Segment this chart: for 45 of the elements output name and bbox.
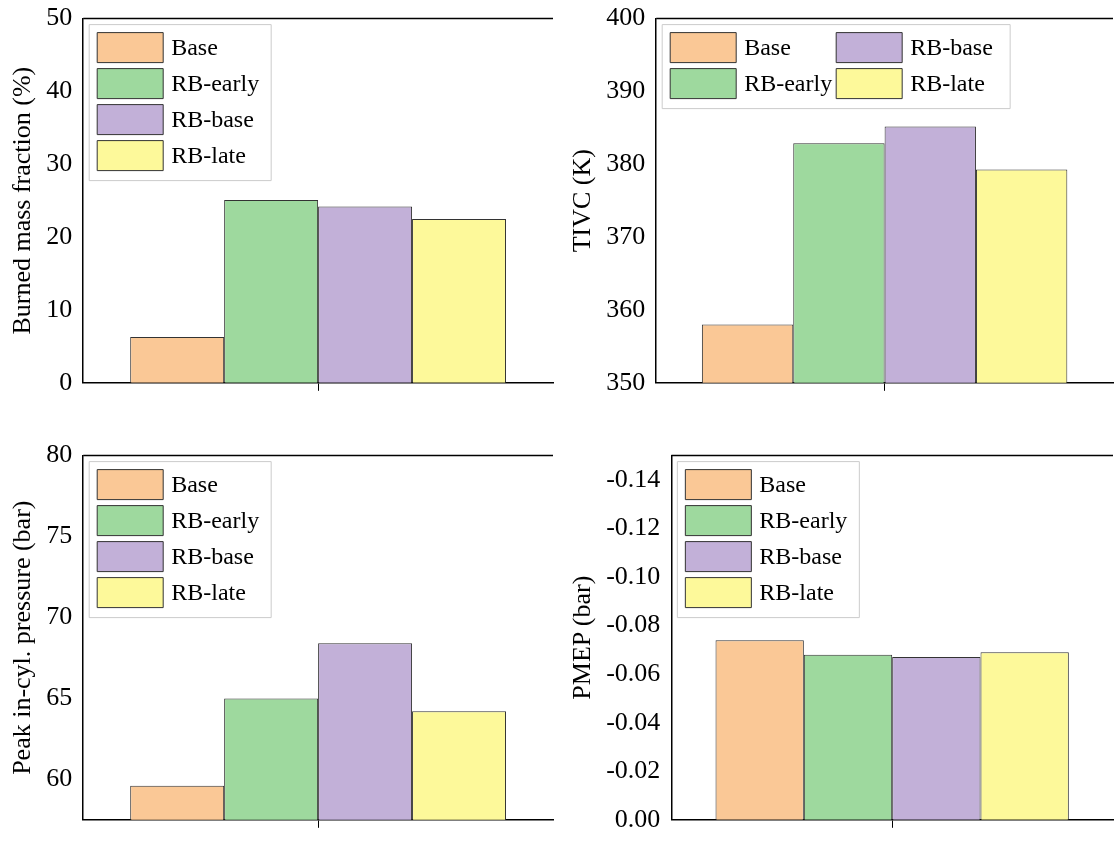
- legend-label: RB-early: [171, 69, 260, 96]
- legend-label: RB-late: [171, 578, 246, 605]
- y-tick-label: -0.04: [606, 706, 661, 736]
- y-tick-label: 0: [59, 366, 73, 396]
- y-tick-label: -0.08: [606, 609, 661, 639]
- y-tick-label: 50: [46, 2, 73, 32]
- y-axis-title: Peak in-cyl. pressure (bar): [7, 500, 37, 775]
- y-tick-label: 390: [606, 75, 646, 105]
- legend-label: Base: [759, 470, 807, 497]
- legend-label: RB-early: [759, 506, 848, 533]
- legend-label: Base: [171, 33, 218, 60]
- legend-label: RB-early: [171, 506, 260, 533]
- y-tick-label: -0.10: [606, 560, 661, 590]
- y-tick-label: -0.12: [606, 512, 661, 542]
- legend-label: RB-base: [759, 542, 843, 569]
- y-tick-label: 70: [46, 601, 73, 631]
- y-tick-label: 370: [606, 220, 646, 250]
- legend-label: RB-early: [744, 69, 833, 96]
- legend-label: RB-base: [910, 33, 993, 60]
- y-tick-label: 10: [46, 293, 73, 323]
- y-tick-label: 380: [606, 148, 646, 178]
- legend-label: RB-base: [171, 542, 254, 569]
- legend-label: RB-base: [171, 105, 254, 132]
- y-tick-label: 65: [46, 682, 73, 712]
- legend-label: RB-late: [910, 69, 985, 96]
- y-axis-title: Burned mass fraction (%): [7, 66, 37, 335]
- y-tick-label: 40: [46, 75, 73, 105]
- y-tick-label: -0.06: [606, 657, 661, 687]
- y-tick-label: 30: [46, 148, 73, 178]
- y-axis-title: TIVC (K): [567, 149, 597, 253]
- y-tick-label: 350: [606, 366, 646, 396]
- y-tick-label: 400: [606, 2, 646, 32]
- y-tick-label: 20: [46, 220, 73, 250]
- y-tick-label: 360: [606, 293, 646, 323]
- legend-label: RB-late: [171, 141, 246, 168]
- legend-label: Base: [171, 470, 218, 497]
- y-tick-label: 80: [46, 439, 73, 469]
- y-tick-label: 60: [46, 763, 73, 793]
- y-tick-label: -0.14: [606, 463, 661, 493]
- y-axis-title: PMEP (bar): [567, 575, 597, 700]
- legend-label: RB-late: [759, 578, 835, 605]
- y-tick-label: 0.00: [614, 803, 661, 833]
- y-tick-label: 75: [46, 520, 73, 550]
- legend-label: Base: [744, 33, 791, 60]
- y-tick-label: -0.02: [606, 755, 661, 785]
